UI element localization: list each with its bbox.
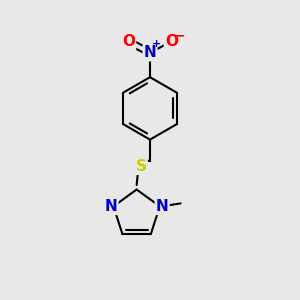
Text: O: O [165,34,178,49]
Text: N: N [144,45,156,60]
Text: N: N [105,199,117,214]
Text: +: + [152,40,161,50]
Text: S: S [136,159,147,174]
Text: N: N [156,199,169,214]
Text: −: − [174,28,185,42]
Text: O: O [122,34,135,49]
